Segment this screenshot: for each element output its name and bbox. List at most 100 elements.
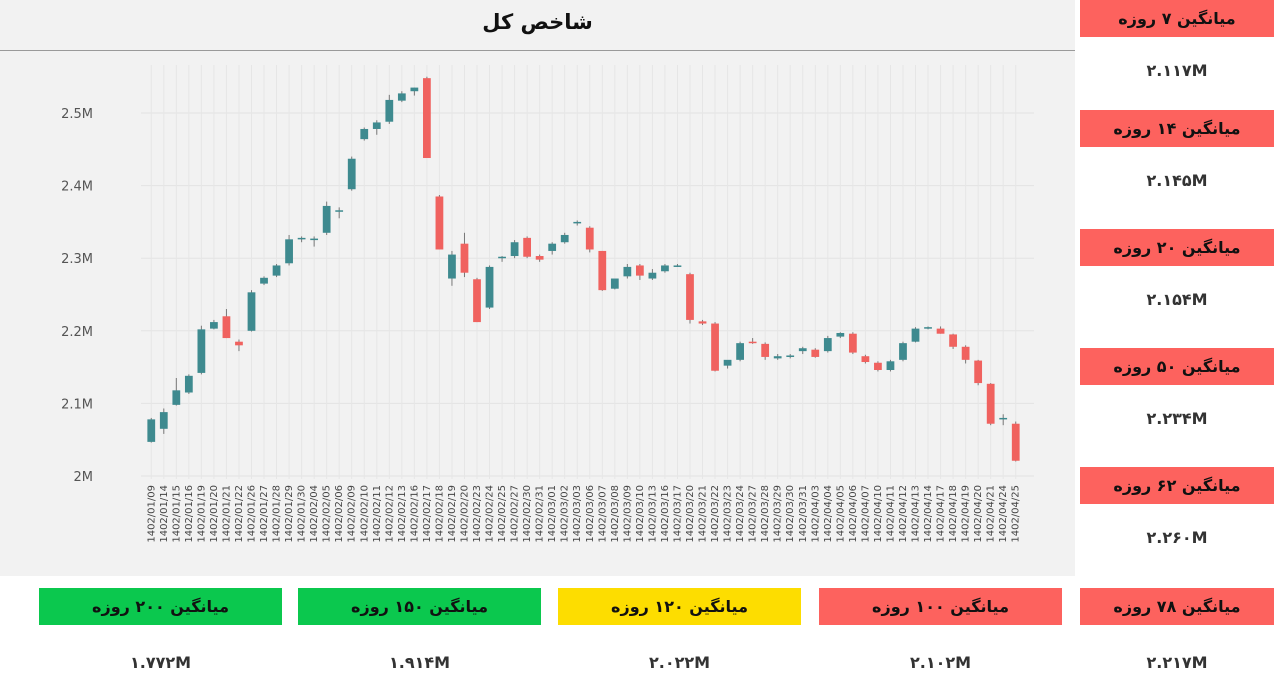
x-tick-label: 1402/02/23 — [472, 485, 483, 543]
candle-body — [498, 256, 506, 259]
candle-body — [823, 338, 832, 352]
y-tick-label: 2M — [74, 470, 94, 485]
candle-body — [924, 327, 932, 329]
x-tick-label: 1402/03/01 — [547, 485, 558, 543]
average-card-value: ۲.۲۶۰M — [1146, 527, 1208, 547]
x-tick-label: 1402/02/17 — [422, 485, 433, 543]
candle-body — [736, 343, 744, 360]
candle-body — [798, 348, 807, 352]
x-tick-label: 1402/01/16 — [184, 485, 195, 543]
average-card-value: ۲.۱۰۲M — [909, 652, 972, 672]
x-tick-label: 1402/04/13 — [911, 485, 922, 543]
candle-body — [573, 221, 582, 224]
x-tick-label: 1402/04/21 — [986, 485, 997, 543]
candle-body — [610, 278, 619, 289]
y-tick-label: 2.5M — [61, 107, 93, 122]
x-tick-label: 1402/04/19 — [961, 485, 972, 543]
candle-body — [410, 87, 419, 92]
candle-body — [360, 128, 369, 140]
average-card-label: میانگین ۶۲ روزه — [1080, 467, 1274, 504]
x-tick-label: 1402/04/04 — [823, 485, 834, 543]
candle-body — [686, 274, 694, 320]
x-tick-label: 1402/02/24 — [485, 485, 496, 543]
y-tick-label: 2.3M — [61, 252, 93, 267]
candle-body — [172, 390, 181, 405]
x-tick-label: 1402/02/31 — [535, 485, 546, 543]
candle-body — [485, 266, 494, 308]
x-tick-label: 1402/02/05 — [322, 485, 333, 543]
x-tick-label: 1402/04/25 — [1011, 485, 1022, 543]
average-card-label: میانگین ۱۵۰ روزه — [298, 588, 541, 625]
x-tick-label: 1402/03/13 — [647, 485, 658, 543]
candle-body — [585, 227, 594, 250]
x-tick-label: 1402/02/25 — [497, 485, 508, 543]
x-tick-label: 1402/01/21 — [221, 485, 232, 543]
candle-body — [811, 349, 820, 357]
candle-body — [448, 254, 456, 279]
x-tick-label: 1402/04/18 — [948, 485, 959, 543]
candle-body — [322, 205, 331, 233]
x-tick-label: 1402/04/10 — [873, 485, 884, 543]
x-tick-label: 1402/04/20 — [973, 485, 984, 543]
candle-body — [598, 250, 607, 291]
candle-body — [535, 256, 544, 260]
y-tick-label: 2.2M — [61, 325, 93, 340]
candle-body — [510, 242, 519, 257]
average-card-value: ۲.۱۴۵M — [1146, 170, 1208, 190]
x-tick-label: 1402/01/15 — [171, 485, 182, 543]
x-tick-label: 1402/01/28 — [272, 485, 283, 543]
average-card-value: ۲.۰۲۲M — [648, 652, 711, 672]
x-tick-label: 1402/03/06 — [585, 485, 596, 543]
candle-body — [285, 239, 293, 264]
candle-body — [147, 419, 156, 442]
candle-body — [335, 210, 344, 212]
candle-body — [848, 333, 857, 353]
x-tick-label: 1402/02/12 — [384, 485, 395, 543]
candle-body — [773, 356, 782, 359]
x-tick-label: 1402/04/03 — [810, 485, 821, 543]
candle-body — [723, 359, 732, 366]
average-card-value: ۲.۲۳۴M — [1146, 408, 1208, 428]
x-tick-label: 1402/03/24 — [735, 485, 746, 543]
chart-panel: شاخص کل 2M 2.1M 2.2M 2.3M 2.4M 2.5M 1402/01/09… — [0, 0, 1075, 576]
x-tick-label: 1402/04/05 — [835, 485, 846, 543]
x-tick-label: 1402/03/09 — [622, 485, 633, 543]
x-tick-label: 1402/03/03 — [572, 485, 583, 543]
chart-title-bar: شاخص کل — [0, 0, 1075, 51]
candle-body — [698, 321, 707, 324]
x-tick-label: 1402/04/07 — [860, 485, 871, 543]
candle-body — [560, 234, 569, 243]
x-tick-label: 1402/03/28 — [760, 485, 771, 543]
candle-body — [435, 196, 444, 250]
candle-body — [623, 266, 632, 277]
candle-body — [260, 277, 268, 284]
x-tick-label: 1402/04/12 — [898, 485, 909, 543]
x-tick-label: 1402/01/30 — [297, 485, 308, 543]
candle-body — [272, 265, 281, 276]
x-tick-label: 1402/04/14 — [923, 485, 934, 543]
x-tick-label: 1402/02/13 — [397, 485, 408, 543]
candle-body — [911, 328, 920, 342]
x-tick-label: 1402/02/18 — [434, 485, 445, 543]
candle-body — [711, 323, 719, 371]
average-card-value: ۲.۱۵۴M — [1146, 289, 1208, 309]
x-tick-label: 1402/01/27 — [259, 485, 270, 543]
candle-body — [184, 375, 193, 393]
candle-body — [899, 343, 907, 360]
candle-body — [397, 93, 406, 101]
candle-body — [297, 237, 306, 240]
candle-body — [886, 361, 895, 371]
candle-body — [836, 332, 845, 337]
average-card-label: میانگین ۱۴ روزه — [1080, 110, 1274, 147]
candle-body — [761, 343, 770, 357]
average-card-label: میانگین ۷۸ روزه — [1080, 588, 1274, 625]
x-tick-label: 1402/03/08 — [610, 485, 621, 543]
x-tick-label: 1402/02/04 — [309, 485, 320, 543]
x-tick-label: 1402/04/06 — [848, 485, 859, 543]
x-tick-label: 1402/02/16 — [409, 485, 420, 543]
candle-body — [748, 341, 757, 344]
y-tick-label: 2.1M — [61, 397, 93, 412]
x-tick-label: 1402/02/30 — [522, 485, 533, 543]
candle-body — [423, 78, 431, 159]
